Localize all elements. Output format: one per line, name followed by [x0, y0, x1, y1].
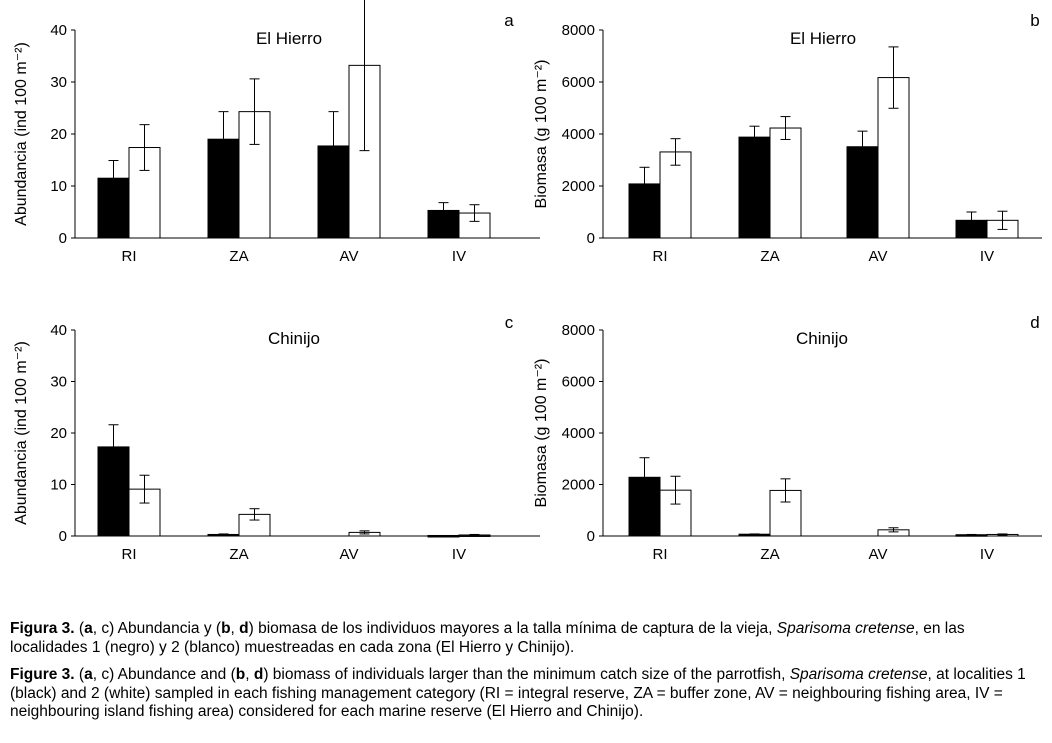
panel-c-y-tick-label: 10 — [50, 477, 67, 494]
panel-d-y-tick-label: 2000 — [562, 477, 595, 494]
panel-b-title: El Hierro — [790, 29, 856, 48]
panel-c-y-tick-label: 40 — [50, 322, 67, 339]
panel-b-y-tick-label: 8000 — [562, 22, 595, 39]
panel-a-x-tick-label: IV — [452, 248, 466, 265]
caption-en-text-2: , c) Abundance and ( — [93, 666, 236, 683]
caption-es-text-2: , c) Abundancia y ( — [93, 620, 221, 637]
caption-es-text-3: , — [231, 620, 240, 637]
caption-en-label: Figure 3. — [10, 666, 75, 683]
figure-charts: 0 10 20 30 40 RI ZA AV IV El Hierro a Abundancia (i… — [0, 0, 1052, 600]
panel-c-y-tick-label: 20 — [50, 425, 67, 442]
panel-c-y-label: Abundancia (ind 100 m⁻²) — [13, 341, 30, 525]
panel-b-y-tick-label: 2000 — [562, 178, 595, 195]
caption-en-text-1: ( — [75, 666, 84, 683]
panel-a-y-tick-label: 10 — [50, 178, 67, 195]
caption-en-text-4: ) biomass of individuals larger than the… — [263, 666, 789, 683]
panel-d-letter: d — [1030, 313, 1039, 332]
caption-es-panel-a: a — [84, 620, 93, 637]
panel-b-x-tick-label: IV — [980, 248, 994, 265]
panel-a-y-tick-label: 0 — [59, 230, 67, 247]
caption-en-panel-b: b — [236, 666, 245, 683]
panel-c-x-tick-label: RI — [122, 546, 137, 563]
panel-a-title: El Hierro — [256, 29, 322, 48]
panel-d-y-tick-label: 4000 — [562, 425, 595, 442]
caption-en-text-3: , — [245, 666, 254, 683]
panel-c-x-tick-label: IV — [452, 546, 466, 563]
caption-es-panel-b: b — [221, 620, 230, 637]
panel-a-letter: a — [504, 11, 514, 30]
caption-es-text-4: ) biomasa de los individuos mayores a la… — [249, 620, 777, 637]
panel-d-x-tick-label: ZA — [760, 546, 779, 563]
panel-a-x-tick-label: AV — [340, 248, 359, 265]
panel-b-bar-za-1 — [739, 137, 770, 238]
panel-b-x-tick-label: ZA — [760, 248, 779, 265]
panel-b-letter: b — [1030, 11, 1039, 30]
panel-d-title: Chinijo — [796, 329, 848, 348]
caption-es-label: Figura 3. — [10, 620, 75, 637]
panel-d-x-tick-label: RI — [653, 546, 668, 563]
panel-b-y-tick-label: 4000 — [562, 126, 595, 143]
panel-b-x-tick-label: RI — [653, 248, 668, 265]
panel-c-y-tick-label: 0 — [59, 528, 67, 545]
caption-en-panel-d: d — [254, 666, 263, 683]
panel-a-x-tick-label: ZA — [229, 248, 248, 265]
panel-a-y-tick-label: 30 — [50, 74, 67, 91]
panel-d-x-tick-label: AV — [869, 546, 888, 563]
panel-a-x-tick-label: RI — [122, 248, 137, 265]
panel-d-y-label: Biomasa (g 100 m⁻²) — [533, 359, 550, 508]
panel-a-y-tick-label: 40 — [50, 22, 67, 39]
panel-b-y-tick-label: 6000 — [562, 74, 595, 91]
panel-c-x-tick-label: AV — [340, 546, 359, 563]
caption-es-panel-d: d — [239, 620, 248, 637]
panel-d-y-tick-label: 0 — [587, 528, 595, 545]
panel-c-title: Chinijo — [268, 329, 320, 348]
caption-es-text-1: ( — [75, 620, 84, 637]
panel-b-y-tick-label: 0 — [587, 230, 595, 247]
caption-en-panel-a: a — [84, 666, 93, 683]
panel-c-y-tick-label: 30 — [50, 374, 67, 391]
panel-a-y-label: Abundancia (ind 100 m⁻²) — [13, 42, 30, 226]
panel-d-y-tick-label: 8000 — [562, 322, 595, 339]
panel-c-letter: c — [505, 313, 514, 332]
caption-english: Figure 3. (a, c) Abundance and (b, d) bi… — [10, 666, 1044, 722]
panel-b-x-tick-label: AV — [869, 248, 888, 265]
panel-d-x-tick-label: IV — [980, 546, 994, 563]
caption-en-species: Sparisoma cretense — [790, 666, 928, 683]
panel-c-x-tick-label: ZA — [229, 546, 248, 563]
caption-spanish: Figura 3. (a, c) Abundancia y (b, d) bio… — [10, 620, 1044, 657]
panel-d-y-tick-label: 6000 — [562, 374, 595, 391]
panel-a-y-tick-label: 20 — [50, 126, 67, 143]
panel-b-y-label: Biomasa (g 100 m⁻²) — [533, 60, 550, 209]
panel-b-bar-za-2 — [770, 128, 801, 238]
caption-es-species: Sparisoma cretense — [777, 620, 915, 637]
